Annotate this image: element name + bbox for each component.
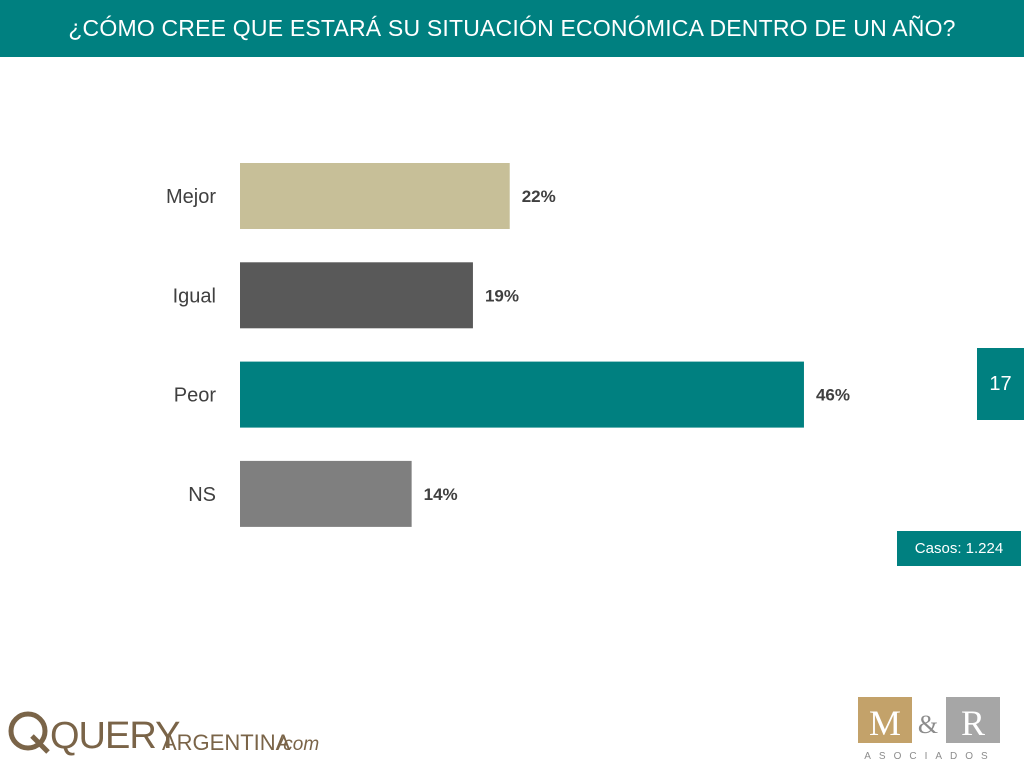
logo-q-ring (8, 711, 48, 751)
header-bar: ¿CÓMO CREE QUE ESTARÁ SU SITUACIÓN ECONÓ… (0, 0, 1024, 57)
page-number-badge: 17 (977, 348, 1024, 420)
bar-ns (240, 460, 412, 527)
logo-r-box (946, 697, 1000, 743)
category-label-peor: Peor (174, 385, 217, 407)
logo-q-tail (30, 734, 50, 754)
bar-mejor (240, 163, 510, 229)
bar-igual (240, 262, 473, 329)
value-label-mejor: 22% (522, 187, 556, 206)
mr-asociados-logo: M & R ASOCIADOS (858, 697, 1000, 762)
logo-m-box (858, 697, 912, 743)
query-argentina-logo: QUERY ARGENTINA /com (8, 711, 319, 757)
category-label-igual: Igual (173, 285, 216, 307)
category-label-mejor: Mejor (166, 186, 216, 208)
value-label-igual: 19% (485, 286, 519, 305)
logo-m-letter: M (869, 703, 901, 743)
logo-query-wordmark: QUERY (50, 715, 180, 757)
logo-argentina-text: ARGENTINA (162, 730, 291, 755)
logo-ampersand: & (918, 710, 938, 739)
value-label-peor: 46% (816, 386, 850, 405)
logo-asociados-text: ASOCIADOS (864, 751, 995, 762)
category-label-ns: NS (188, 484, 216, 506)
value-label-ns: 14% (424, 485, 458, 504)
logo-com-text: /com (276, 734, 319, 755)
bar-peor (240, 361, 804, 428)
cases-badge: Casos: 1.224 (897, 531, 1021, 566)
logo-r-letter: R (961, 703, 985, 743)
page-title: ¿CÓMO CREE QUE ESTARÁ SU SITUACIÓN ECONÓ… (68, 15, 956, 41)
